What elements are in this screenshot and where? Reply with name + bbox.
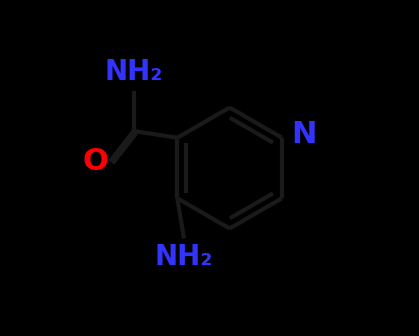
Text: NH₂: NH₂ [155,243,213,271]
Text: NH₂: NH₂ [104,58,163,86]
Text: O: O [82,147,108,176]
Text: N: N [291,120,317,149]
